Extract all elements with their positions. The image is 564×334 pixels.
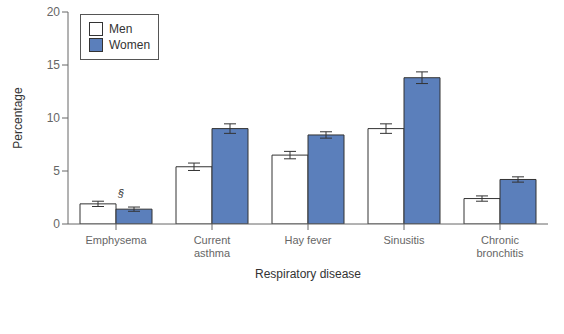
svg-text:Hay fever: Hay fever — [284, 234, 331, 246]
svg-text:Respiratory disease: Respiratory disease — [255, 267, 361, 281]
svg-text:Sinusitis: Sinusitis — [384, 234, 425, 246]
svg-text:20: 20 — [47, 5, 61, 19]
svg-text:Chronicbronchitis: Chronicbronchitis — [476, 234, 524, 259]
html-text:Men: Men — [109, 22, 133, 36]
svg-text:5: 5 — [53, 164, 60, 178]
svg-text:Currentasthma: Currentasthma — [194, 234, 231, 259]
svg-text:0: 0 — [53, 217, 60, 231]
svg-text:10: 10 — [47, 111, 61, 125]
svg-text:Emphysema: Emphysema — [85, 234, 147, 246]
svg-text:Percentage: Percentage — [11, 87, 25, 149]
svg-text:§: § — [117, 187, 124, 199]
html-text:Women: Women — [109, 38, 151, 52]
svg-text:15: 15 — [47, 58, 61, 72]
